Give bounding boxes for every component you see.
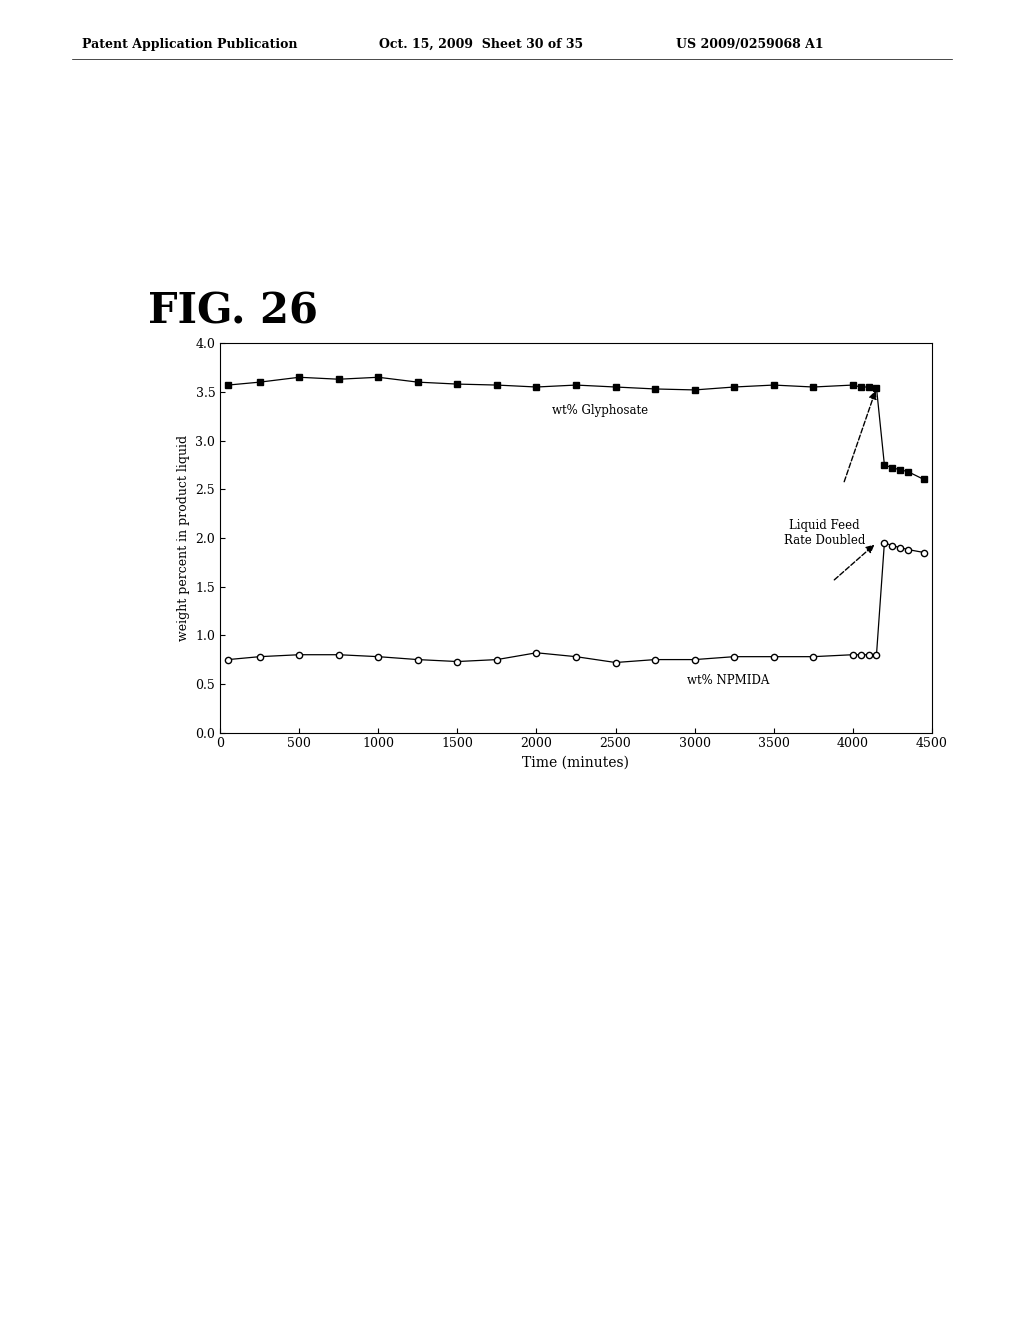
Text: US 2009/0259068 A1: US 2009/0259068 A1 xyxy=(676,37,823,50)
Y-axis label: weight percent in product liquid: weight percent in product liquid xyxy=(177,434,189,642)
Text: wt% NPMIDA: wt% NPMIDA xyxy=(687,675,769,688)
X-axis label: Time (minutes): Time (minutes) xyxy=(522,756,630,770)
Text: Liquid Feed
Rate Doubled: Liquid Feed Rate Doubled xyxy=(783,519,865,546)
Text: wt% Glyphosate: wt% Glyphosate xyxy=(552,404,648,417)
Text: Patent Application Publication: Patent Application Publication xyxy=(82,37,297,50)
Text: FIG. 26: FIG. 26 xyxy=(148,290,318,333)
Text: Oct. 15, 2009  Sheet 30 of 35: Oct. 15, 2009 Sheet 30 of 35 xyxy=(379,37,583,50)
